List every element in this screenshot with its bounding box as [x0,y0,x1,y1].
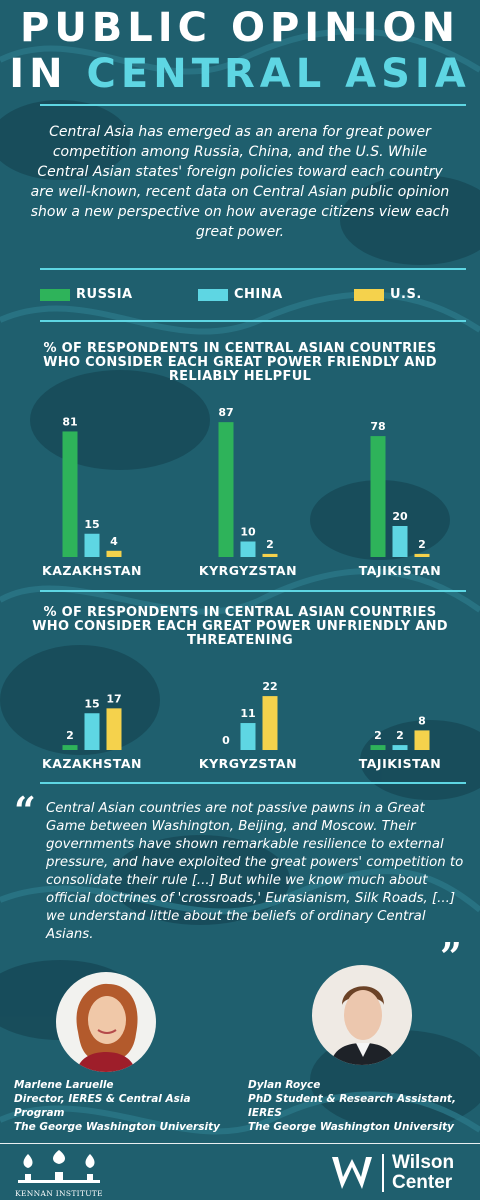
bar-china-tajikistan [392,526,408,557]
data-label-china-tajikistan: 2 [396,729,404,742]
legend-swatch-us [354,288,384,301]
data-label-china-tajikistan: 20 [392,510,408,523]
legend-swatch-china [198,288,228,301]
category-label-kyrgyzstan: KYRGYZSTAN [199,756,297,771]
chart1-title: % OF RESPONDENTS IN CENTRAL ASIAN COUNTR… [43,341,437,384]
bar-us-kazakhstan [106,708,122,750]
legend-item-china: CHINA [198,287,283,302]
bar-china-kazakhstan [84,713,100,750]
intro-text: Central Asia has emerged as an arena for… [30,124,450,240]
title-accent: CENTRAL ASIA [86,51,471,97]
center-word: Center [392,1172,453,1193]
author-block-royce: Dylan Royce PhD Student & Research Assis… [248,1078,478,1134]
data-label-russia-tajikistan: 78 [370,420,385,433]
onion-domes-icon [18,1150,100,1183]
bar-china-kyrgyzstan [240,541,256,557]
bar-us-kyrgyzstan [262,553,278,557]
bar-russia-kazakhstan [62,431,78,557]
divider-chart1 [40,590,466,592]
category-label-tajikistan: TAJIKISTAN [359,563,442,578]
author-name: Marlene Laruelle [14,1079,114,1091]
data-label-china-kyrgyzstan: 10 [240,526,256,539]
bar-russia-kyrgyzstan [218,422,234,557]
category-label-kyrgyzstan: KYRGYZSTAN [199,563,297,578]
bar-us-kazakhstan [106,550,122,557]
wilson-w-icon [332,1157,372,1189]
bar-russia-tajikistan [370,436,386,557]
logo-divider [382,1154,384,1192]
bar-russia-tajikistan [370,745,386,750]
data-label-russia-kazakhstan: 2 [66,729,74,742]
kennan-institute-logo: KENNAN INSTITUTE [14,1150,104,1198]
data-label-russia-tajikistan: 2 [374,729,382,742]
data-label-us-kyrgyzstan: 22 [262,680,277,693]
wilson-word: Wilson [392,1152,455,1173]
category-label-kazakhstan: KAZAKHSTAN [42,756,142,771]
category-label-tajikistan: TAJIKISTAN [359,756,442,771]
legend: RUSSIA CHINA U.S. [40,287,460,307]
bar-us-tajikistan [414,553,430,557]
quote-close-mark: ” [440,934,462,979]
category-label-kazakhstan: KAZAKHSTAN [42,563,142,578]
chart1-friendly: 81 15 4 KAZAKHSTAN 87 10 2 KYRGYZSTAN 78 20 2 TAJIK… [42,406,442,578]
data-label-china-kazakhstan: 15 [84,518,99,531]
quote-open-mark: “ [14,788,36,833]
bar-china-kazakhstan [84,533,100,557]
bar-us-kyrgyzstan [262,696,278,750]
bar-russia-kazakhstan [62,745,78,750]
title-prefix: IN [9,51,68,97]
author-affiliation: The George Washington University [14,1121,220,1133]
footer-divider [0,1143,480,1144]
chart2-title: % OF RESPONDENTS IN CENTRAL ASIAN COUNTR… [32,605,448,648]
data-label-us-kazakhstan: 17 [106,692,121,705]
data-label-china-kazakhstan: 15 [84,697,99,710]
wilson-center-logo: Wilson Center [330,1150,470,1196]
page-title-line2: IN CENTRAL ASIA [0,52,480,96]
author-role: Director, IERES & Central Asia Program [14,1093,191,1119]
author-name: Dylan Royce [248,1079,321,1091]
data-label-russia-kyrgyzstan: 87 [218,406,233,419]
legend-label-china: CHINA [234,287,283,302]
legend-label-russia: RUSSIA [76,287,133,302]
wilson-center-wordmark: Wilson Center [392,1153,454,1193]
page-title-line1: PUBLIC OPINION [20,5,460,51]
divider-legend [40,320,466,322]
legend-label-us: U.S. [390,287,422,302]
divider-top [40,104,466,106]
avatar-dylan-royce [312,965,412,1065]
author-affiliation: The George Washington University [248,1121,454,1133]
legend-item-russia: RUSSIA [40,287,133,302]
data-label-us-tajikistan: 2 [418,538,426,551]
author-block-laruelle: Marlene Laruelle Director, IERES & Centr… [14,1078,234,1134]
author-role: PhD Student & Research Assistant, IERES [248,1093,456,1119]
data-label-us-kazakhstan: 4 [110,535,118,548]
legend-item-us: U.S. [354,287,422,302]
data-label-china-kyrgyzstan: 11 [240,707,255,720]
data-label-russia-kazakhstan: 81 [62,415,77,428]
bar-us-tajikistan [414,730,430,750]
data-label-us-tajikistan: 8 [418,714,426,727]
divider-chart2 [40,782,466,784]
avatar-marlene-laruelle [56,972,156,1072]
data-label-us-kyrgyzstan: 2 [266,538,274,551]
bar-china-tajikistan [392,745,408,750]
kennan-institute-label: KENNAN INSTITUTE [15,1189,103,1198]
divider-intro [40,268,466,270]
quote-text: Central Asian countries are not passive … [46,801,464,942]
legend-swatch-russia [40,288,70,301]
bar-china-kyrgyzstan [240,723,256,750]
data-label-russia-kyrgyzstan: 0 [222,734,230,747]
